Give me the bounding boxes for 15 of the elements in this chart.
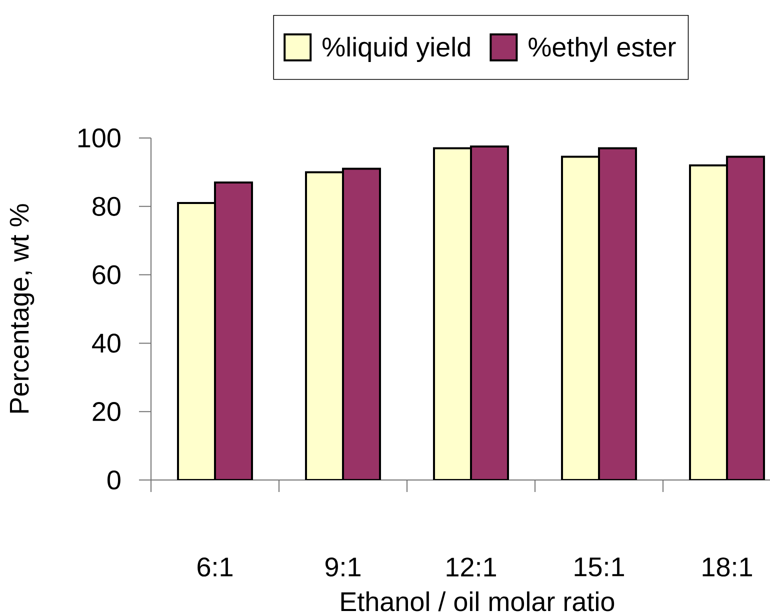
x-tick-label: 12:1 [446,558,496,576]
y-axis-title: Percentage, wt % [10,204,34,413]
x-axis-title: Ethanol / oil molar ratio [341,591,614,612]
x-tick-label: 15:1 [574,558,624,576]
x-tick-label: 9:1 [326,557,360,577]
y-tick-label: 60 [92,265,120,284]
x-tick-label: 6:1 [198,557,232,577]
y-tick-label: 100 [78,128,120,148]
x-tick-label: 18:1 [702,557,752,577]
legend-label: %ethyl ester [528,36,676,62]
y-tick-label: 40 [92,334,120,353]
y-tick-label: 80 [92,196,120,216]
y-tick-label: 0 [108,470,120,490]
y-tick-label: 20 [92,402,120,422]
legend-label: %liquid yield [322,36,470,62]
